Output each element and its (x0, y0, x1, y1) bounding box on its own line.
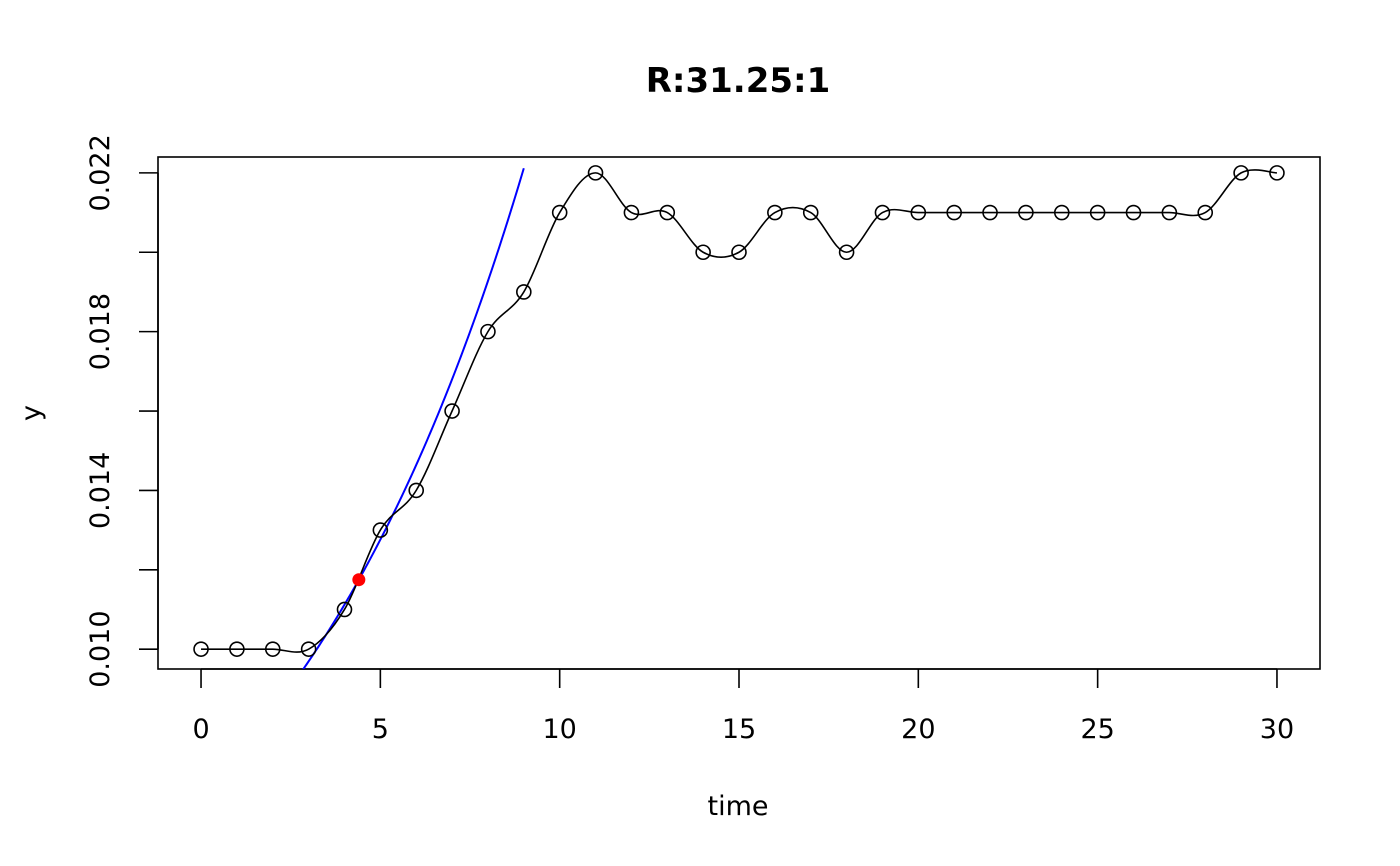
y-tick-label: 0.014 (85, 452, 116, 529)
y-tick-label: 0.010 (85, 611, 116, 688)
data-point (767, 204, 783, 221)
x-axis: 0 5 10 15 20 25 30 (192, 668, 1294, 745)
data-point (444, 403, 460, 419)
x-axis-label: time (707, 791, 768, 822)
data-point (229, 641, 245, 657)
data-point (372, 522, 389, 538)
data-point (731, 244, 747, 261)
data-point (874, 204, 891, 221)
y-tick-label: 0.022 (85, 134, 116, 211)
data-point (802, 204, 819, 221)
y-axis-label: y (16, 405, 47, 421)
x-tick-label: 30 (1260, 714, 1294, 745)
fit-curve-line (302, 167, 525, 669)
data-point (300, 641, 317, 657)
highlight-layer (352, 573, 366, 587)
plot-area (201, 167, 1278, 669)
data-point (1018, 204, 1034, 221)
data-point (264, 641, 281, 657)
data-point (623, 204, 640, 221)
data-point (659, 204, 676, 221)
data-point (838, 244, 855, 261)
data-point (408, 482, 425, 499)
series-smooth-line (201, 169, 1278, 653)
y-axis: 0.010 0.014 0.018 0.022 (85, 134, 159, 688)
data-point (695, 244, 711, 261)
data-point (1233, 165, 1249, 181)
y-tick-label: 0.018 (85, 293, 116, 370)
highlight-point (352, 573, 366, 587)
x-tick-label: 10 (542, 714, 576, 745)
data-point (480, 323, 496, 340)
data-point (1269, 165, 1285, 181)
data-points (193, 165, 1285, 657)
data-point (193, 641, 209, 657)
x-tick-label: 15 (722, 714, 756, 745)
plot-frame (157, 156, 1321, 670)
data-point (982, 204, 998, 221)
data-point (1125, 204, 1142, 221)
data-point (1089, 204, 1106, 221)
x-tick-label: 5 (372, 714, 389, 745)
data-point (587, 165, 604, 181)
chart-title: R:31.25:1 (646, 61, 831, 101)
x-tick-label: 0 (192, 714, 209, 745)
data-point (1053, 204, 1070, 221)
data-point (1197, 204, 1214, 221)
data-point (551, 204, 568, 221)
data-point (946, 204, 962, 221)
x-tick-label: 25 (1080, 714, 1114, 745)
x-tick-label: 20 (901, 714, 935, 745)
data-point (516, 284, 532, 300)
data-point (336, 601, 353, 618)
data-point (910, 204, 927, 221)
data-point (1161, 204, 1178, 221)
